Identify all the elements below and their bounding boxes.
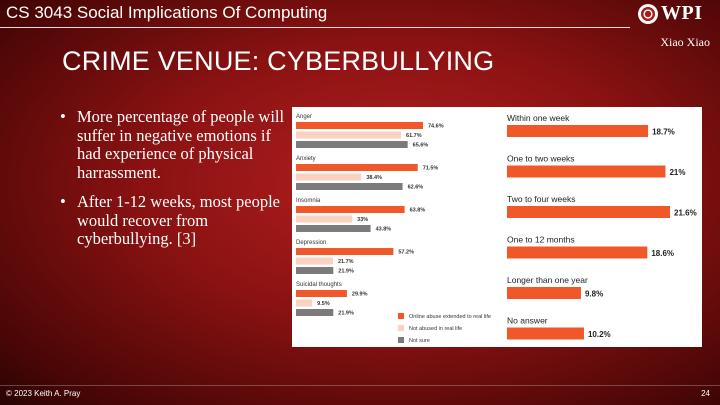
bullet-list: • More percentage of people will suffer i…	[60, 107, 290, 260]
bar	[296, 122, 423, 129]
bar	[296, 248, 394, 255]
bar	[296, 267, 334, 274]
bar	[296, 225, 371, 232]
legend-swatch	[398, 313, 404, 319]
footer-rule	[0, 385, 720, 386]
course-title: CS 3043 Social Implications Of Computing	[6, 3, 328, 22]
duration-value: 21%	[669, 168, 685, 177]
category-label: Anxiety	[296, 156, 316, 162]
copyright: © 2023 Keith A. Pray	[6, 389, 81, 398]
category-label: Insomnia	[296, 198, 321, 204]
duration-bar	[507, 125, 649, 137]
page-number: 24	[701, 389, 710, 398]
bullet-text: After 1-12 weeks, most people would reco…	[77, 192, 280, 248]
bar	[296, 173, 362, 181]
data-label: 74.6%	[428, 124, 444, 130]
duration-bar	[507, 165, 666, 178]
chart-image: Anger 74.6% 61.7% 65.6% Anxiety 71.5% 38.4% 62.…	[292, 107, 702, 347]
duration-label: Within one week	[507, 113, 570, 123]
duration-label: One to 12 months	[507, 235, 575, 245]
duration-bar	[507, 327, 584, 340]
legend-label: Online abuse extended to real life	[409, 314, 491, 320]
legend-swatch	[398, 337, 404, 343]
bar	[296, 299, 313, 307]
data-label: 43.8%	[376, 227, 392, 233]
bar	[296, 164, 418, 171]
duration-value: 18.7%	[652, 128, 675, 137]
data-label: 29.9%	[352, 292, 368, 298]
duration-value: 9.8%	[585, 290, 603, 299]
data-label: 62.6%	[408, 185, 424, 191]
duration-label: No answer	[507, 316, 548, 326]
bar	[296, 257, 333, 265]
wpi-seal-icon	[638, 3, 658, 24]
data-label: 38.4%	[366, 175, 382, 181]
data-label: 21.9%	[338, 269, 354, 275]
data-label: 65.6%	[413, 143, 429, 149]
data-label: 33%	[357, 217, 368, 223]
duration-bar	[507, 287, 581, 299]
legend-label: Not sure	[409, 338, 430, 344]
header-rule	[0, 27, 630, 28]
duration-value: 21.6%	[674, 209, 697, 218]
bullet-text: More percentage of people will suffer in…	[77, 107, 285, 182]
bullet-item: • More percentage of people will suffer i…	[60, 107, 290, 182]
legend-swatch	[398, 325, 404, 331]
duration-label: Two to four weeks	[507, 194, 576, 204]
bullet-dot-icon: •	[60, 192, 66, 211]
bar	[296, 215, 353, 223]
bar	[296, 131, 402, 139]
duration-value: 10.2%	[588, 330, 611, 339]
duration-label: Longer than one year	[507, 275, 588, 285]
bullet-item: • After 1-12 weeks, most people would rec…	[60, 192, 290, 249]
bar	[296, 141, 408, 148]
wpi-logo: WPI	[638, 2, 703, 25]
data-label: 9.5%	[317, 301, 330, 307]
category-label: Suicidal thoughts	[296, 282, 342, 288]
legend-label: Not abused in real life	[409, 326, 462, 332]
data-label: 21.7%	[338, 259, 354, 265]
wpi-logo-text: WPI	[661, 2, 703, 24]
data-label: 71.5%	[423, 166, 439, 172]
data-label: 21.9%	[338, 311, 354, 317]
bar	[296, 183, 403, 190]
duration-label: One to two weeks	[507, 154, 575, 164]
category-label: Anger	[296, 114, 312, 120]
data-label: 61.7%	[406, 133, 422, 139]
data-label: 57.2%	[398, 250, 414, 256]
duration-bar	[507, 206, 670, 218]
duration-bar	[507, 246, 648, 259]
data-label: 63.8%	[410, 208, 426, 214]
duration-value: 18.6%	[651, 249, 674, 258]
bar	[296, 309, 334, 316]
bullet-dot-icon: •	[60, 107, 66, 126]
bar	[296, 206, 405, 213]
author-name: Xiao Xiao	[660, 35, 710, 49]
category-label: Depression	[296, 240, 326, 246]
slide-title: CRIME VENUE: CYBERBULLYING	[62, 46, 495, 76]
bar	[296, 290, 347, 297]
chart-svg: Anger 74.6% 61.7% 65.6% Anxiety 71.5% 38.4% 62.…	[296, 113, 697, 344]
